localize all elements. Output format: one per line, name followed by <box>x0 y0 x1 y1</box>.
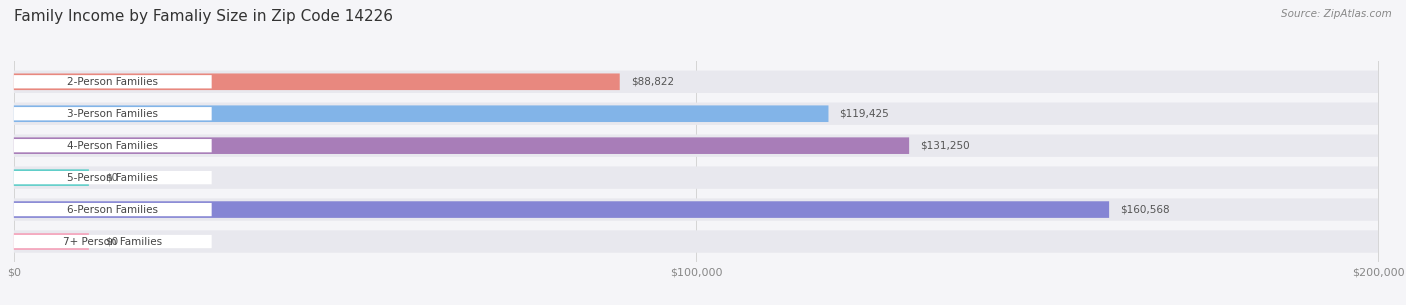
Text: 7+ Person Families: 7+ Person Families <box>63 237 162 246</box>
FancyBboxPatch shape <box>14 102 1378 125</box>
Text: $88,822: $88,822 <box>631 77 673 87</box>
Text: 6-Person Families: 6-Person Families <box>67 205 159 215</box>
FancyBboxPatch shape <box>14 233 89 250</box>
Text: $160,568: $160,568 <box>1121 205 1170 215</box>
FancyBboxPatch shape <box>14 139 212 152</box>
FancyBboxPatch shape <box>14 201 1109 218</box>
Text: Family Income by Famaliy Size in Zip Code 14226: Family Income by Famaliy Size in Zip Cod… <box>14 9 394 24</box>
Text: $131,250: $131,250 <box>920 141 970 151</box>
FancyBboxPatch shape <box>14 106 828 122</box>
FancyBboxPatch shape <box>14 75 212 88</box>
FancyBboxPatch shape <box>14 169 89 186</box>
FancyBboxPatch shape <box>14 137 910 154</box>
Text: $119,425: $119,425 <box>839 109 889 119</box>
FancyBboxPatch shape <box>14 203 212 216</box>
Text: 4-Person Families: 4-Person Families <box>67 141 159 151</box>
FancyBboxPatch shape <box>14 135 1378 157</box>
Text: $0: $0 <box>105 173 118 183</box>
FancyBboxPatch shape <box>14 107 212 120</box>
FancyBboxPatch shape <box>14 70 1378 93</box>
FancyBboxPatch shape <box>14 230 1378 253</box>
Text: 3-Person Families: 3-Person Families <box>67 109 159 119</box>
FancyBboxPatch shape <box>14 171 212 184</box>
FancyBboxPatch shape <box>14 74 620 90</box>
Text: Source: ZipAtlas.com: Source: ZipAtlas.com <box>1281 9 1392 19</box>
FancyBboxPatch shape <box>14 198 1378 221</box>
Text: $0: $0 <box>105 237 118 246</box>
FancyBboxPatch shape <box>14 167 1378 189</box>
Text: 5-Person Families: 5-Person Families <box>67 173 159 183</box>
FancyBboxPatch shape <box>14 235 212 248</box>
Text: 2-Person Families: 2-Person Families <box>67 77 159 87</box>
